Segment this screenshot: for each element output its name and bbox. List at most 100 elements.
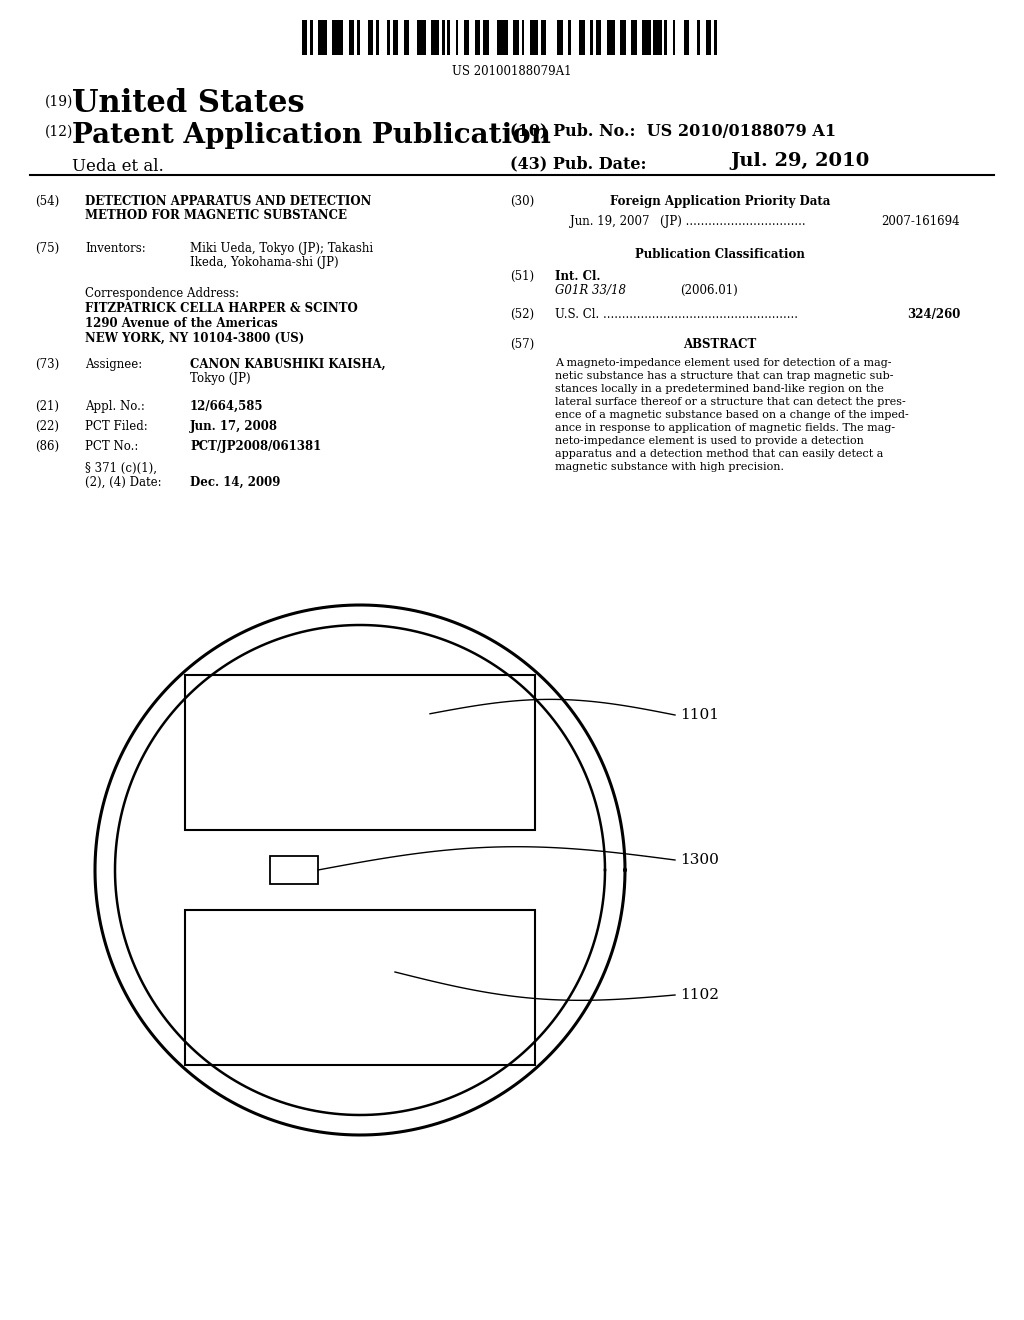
Bar: [697, 20, 700, 55]
Bar: [621, 20, 626, 55]
Bar: [568, 20, 571, 55]
Text: (52): (52): [510, 308, 535, 321]
Text: (57): (57): [510, 338, 535, 351]
Text: (51): (51): [510, 271, 535, 282]
Bar: [521, 20, 524, 55]
Text: (43) Pub. Date:: (43) Pub. Date:: [510, 154, 646, 172]
Text: 1300: 1300: [680, 853, 719, 867]
Text: (22): (22): [35, 420, 59, 433]
Text: Miki Ueda, Tokyo (JP); Takashi: Miki Ueda, Tokyo (JP); Takashi: [190, 242, 373, 255]
Bar: [596, 20, 601, 55]
Text: Ueda et al.: Ueda et al.: [72, 158, 164, 176]
Bar: [541, 20, 547, 55]
Bar: [387, 20, 390, 55]
Bar: [185, 909, 535, 1065]
Text: (2), (4) Date:: (2), (4) Date:: [85, 477, 162, 488]
Bar: [475, 20, 480, 55]
Text: PCT/JP2008/061381: PCT/JP2008/061381: [190, 440, 322, 453]
Text: DETECTION APPARATUS AND DETECTION: DETECTION APPARATUS AND DETECTION: [85, 195, 372, 209]
Text: Jun. 19, 2007: Jun. 19, 2007: [570, 215, 649, 228]
Text: Foreign Application Priority Data: Foreign Application Priority Data: [610, 195, 830, 209]
Bar: [606, 20, 615, 55]
Bar: [673, 20, 676, 55]
Text: netic substance has a structure that can trap magnetic sub-: netic substance has a structure that can…: [555, 371, 894, 381]
Bar: [318, 20, 327, 55]
Bar: [270, 855, 318, 884]
Text: Tokyo (JP): Tokyo (JP): [190, 372, 251, 385]
Text: Jul. 29, 2010: Jul. 29, 2010: [730, 152, 869, 170]
Bar: [513, 20, 519, 55]
Text: Assignee:: Assignee:: [85, 358, 142, 371]
Text: (30): (30): [510, 195, 535, 209]
Text: (12): (12): [45, 125, 74, 139]
Bar: [529, 20, 538, 55]
Text: (21): (21): [35, 400, 59, 413]
Bar: [706, 20, 711, 55]
Text: (2006.01): (2006.01): [680, 284, 737, 297]
Bar: [376, 20, 379, 55]
Text: METHOD FOR MAGNETIC SUBSTANCE: METHOD FOR MAGNETIC SUBSTANCE: [85, 209, 347, 222]
Text: Publication Classification: Publication Classification: [635, 248, 805, 261]
Text: Jun. 17, 2008: Jun. 17, 2008: [190, 420, 278, 433]
Text: ance in response to application of magnetic fields. The mag-: ance in response to application of magne…: [555, 422, 895, 433]
Bar: [464, 20, 469, 55]
Bar: [557, 20, 563, 55]
Bar: [497, 20, 508, 55]
Bar: [483, 20, 488, 55]
Bar: [348, 20, 354, 55]
Text: 1102: 1102: [680, 987, 719, 1002]
Text: (10) Pub. No.:  US 2010/0188079 A1: (10) Pub. No.: US 2010/0188079 A1: [510, 121, 837, 139]
Bar: [580, 20, 585, 55]
Text: Dec. 14, 2009: Dec. 14, 2009: [190, 477, 281, 488]
Text: 324/260: 324/260: [906, 308, 961, 321]
Text: 2007-161694: 2007-161694: [882, 215, 961, 228]
Bar: [653, 20, 662, 55]
Bar: [418, 20, 426, 55]
Bar: [642, 20, 650, 55]
Text: ABSTRACT: ABSTRACT: [683, 338, 757, 351]
Text: magnetic substance with high precision.: magnetic substance with high precision.: [555, 462, 784, 473]
Text: § 371 (c)(1),: § 371 (c)(1),: [85, 462, 157, 475]
Bar: [368, 20, 374, 55]
Text: 12/664,585: 12/664,585: [190, 400, 263, 413]
Bar: [447, 20, 451, 55]
Text: U.S. Cl. ....................................................: U.S. Cl. ...............................…: [555, 308, 798, 321]
Bar: [185, 675, 535, 830]
Text: FITZPATRICK CELLA HARPER & SCINTO: FITZPATRICK CELLA HARPER & SCINTO: [85, 302, 357, 315]
Text: PCT Filed:: PCT Filed:: [85, 420, 147, 433]
Bar: [392, 20, 398, 55]
Text: Correspondence Address:: Correspondence Address:: [85, 286, 240, 300]
Text: (19): (19): [45, 95, 74, 110]
Text: (JP) ................................: (JP) ................................: [660, 215, 806, 228]
Bar: [665, 20, 667, 55]
Bar: [332, 20, 343, 55]
Text: apparatus and a detection method that can easily detect a: apparatus and a detection method that ca…: [555, 449, 884, 459]
Bar: [684, 20, 689, 55]
Text: G01R 33/18: G01R 33/18: [555, 284, 626, 297]
Text: United States: United States: [72, 88, 304, 119]
Bar: [442, 20, 444, 55]
Bar: [302, 20, 307, 55]
Text: (75): (75): [35, 242, 59, 255]
Text: neto-impedance element is used to provide a detection: neto-impedance element is used to provid…: [555, 436, 864, 446]
Text: 1101: 1101: [680, 708, 719, 722]
Text: NEW YORK, NY 10104-3800 (US): NEW YORK, NY 10104-3800 (US): [85, 333, 304, 345]
Text: US 20100188079A1: US 20100188079A1: [453, 65, 571, 78]
Text: Int. Cl.: Int. Cl.: [555, 271, 600, 282]
Text: stances locally in a predetermined band-like region on the: stances locally in a predetermined band-…: [555, 384, 884, 393]
Text: Patent Application Publication: Patent Application Publication: [72, 121, 551, 149]
Text: A magneto-impedance element used for detection of a mag-: A magneto-impedance element used for det…: [555, 358, 892, 368]
Text: Inventors:: Inventors:: [85, 242, 145, 255]
Bar: [357, 20, 359, 55]
Bar: [431, 20, 439, 55]
Text: (54): (54): [35, 195, 59, 209]
Text: CANON KABUSHIKI KAISHA,: CANON KABUSHIKI KAISHA,: [190, 358, 386, 371]
Bar: [632, 20, 637, 55]
Bar: [403, 20, 409, 55]
Text: PCT No.:: PCT No.:: [85, 440, 138, 453]
Text: lateral surface thereof or a structure that can detect the pres-: lateral surface thereof or a structure t…: [555, 397, 906, 407]
Bar: [310, 20, 313, 55]
Text: (73): (73): [35, 358, 59, 371]
Text: (86): (86): [35, 440, 59, 453]
Bar: [456, 20, 459, 55]
